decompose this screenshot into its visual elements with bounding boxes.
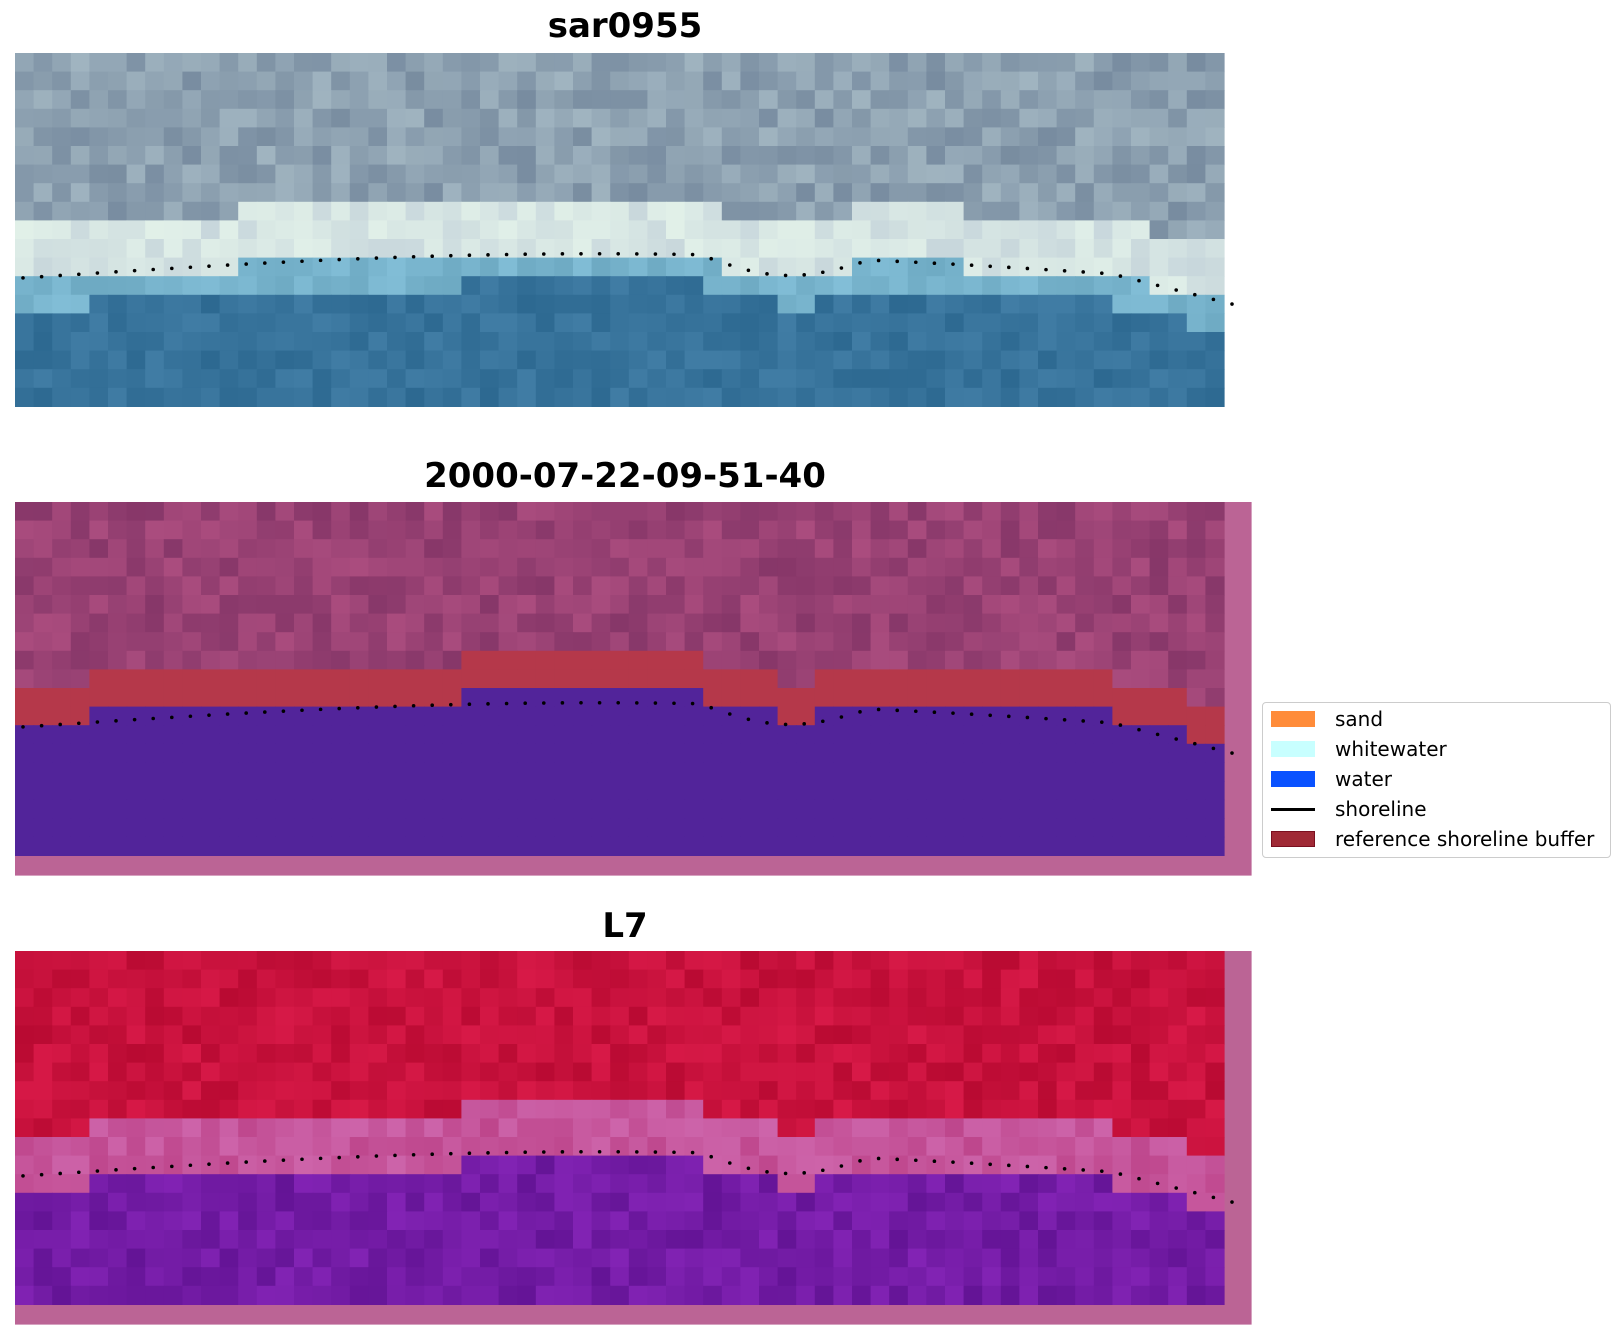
water-swatch <box>1271 771 1315 787</box>
shoreline-dots <box>21 251 1234 306</box>
legend: sand whitewater water shoreline referenc… <box>1262 702 1611 858</box>
buffer-swatch <box>1271 831 1315 847</box>
classification-frame <box>15 502 1252 876</box>
legend-item-buffer: reference shoreline buffer <box>1271 827 1594 851</box>
legend-label: shoreline <box>1335 797 1427 821</box>
shoreline-dots <box>21 700 1234 755</box>
index-frame <box>15 951 1252 1325</box>
legend-label: reference shoreline buffer <box>1335 827 1595 851</box>
panel-title-classification: 2000-07-22-09-51-40 <box>424 456 826 496</box>
legend-label: whitewater <box>1335 737 1447 761</box>
legend-item-sand: sand <box>1271 707 1383 731</box>
whitewater-swatch <box>1271 741 1315 757</box>
legend-label: sand <box>1335 707 1384 731</box>
legend-item-shoreline: shoreline <box>1271 797 1427 821</box>
legend-item-water: water <box>1271 767 1392 791</box>
legend-label: water <box>1335 767 1392 791</box>
panel-title-rgb: sar0955 <box>547 6 703 46</box>
panel-title-index: L7 <box>602 906 648 946</box>
rgb-image <box>15 53 1225 407</box>
legend-item-whitewater: whitewater <box>1271 737 1447 761</box>
sand-swatch <box>1271 711 1315 727</box>
shoreline-dots <box>21 1149 1234 1204</box>
shoreline-line-swatch <box>1271 807 1315 811</box>
classification-image <box>15 502 1225 856</box>
index-image <box>15 951 1225 1305</box>
